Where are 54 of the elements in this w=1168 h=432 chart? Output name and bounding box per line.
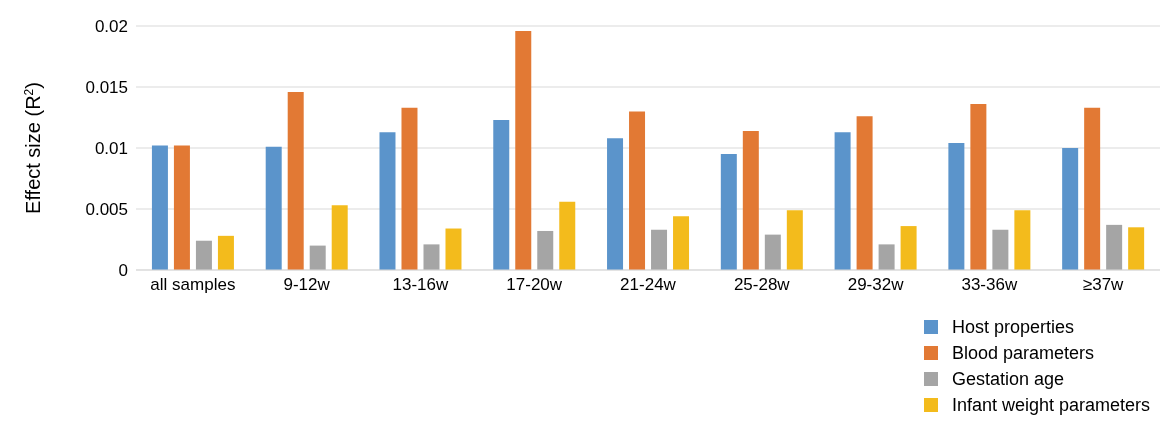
x-tick-label: 21-24w — [620, 275, 677, 295]
bar — [1106, 224, 1123, 270]
legend-label: Infant weight parameters — [951, 394, 1150, 416]
legend-label: Blood parameters — [951, 342, 1094, 364]
y-tick-label: 0.01 — [94, 139, 128, 159]
x-tick-label: 25-28w — [733, 275, 791, 295]
bar — [265, 146, 282, 270]
bar — [493, 119, 510, 270]
bar — [537, 230, 554, 270]
bar — [515, 30, 532, 270]
bar — [900, 226, 917, 270]
bar — [607, 138, 624, 270]
legend-label: Host properties — [951, 316, 1074, 338]
bar — [992, 229, 1009, 270]
bar — [970, 104, 987, 270]
x-tick-label: 9-12w — [283, 275, 331, 295]
bar — [379, 132, 396, 270]
x-tick-label: 29-32w — [847, 275, 905, 295]
bar — [559, 201, 576, 270]
bar — [764, 234, 781, 270]
y-tick-label: 0.005 — [85, 200, 128, 220]
bar — [834, 132, 851, 270]
bar — [1128, 227, 1145, 270]
bar — [720, 154, 737, 270]
bar — [423, 244, 440, 270]
bar — [287, 91, 304, 270]
bar — [331, 205, 348, 270]
x-tick-label: 17-20w — [506, 275, 563, 295]
x-tick-label: all samples — [150, 275, 236, 295]
bar — [742, 130, 759, 270]
bar — [401, 107, 418, 270]
y-tick-label: 0.02 — [94, 17, 128, 37]
y-tick-label: 0.015 — [85, 78, 128, 98]
bar — [651, 229, 668, 270]
x-tick-label: 33-36w — [961, 275, 1018, 295]
bar — [309, 245, 326, 270]
bar — [445, 228, 462, 270]
y-tick-label: 0 — [118, 261, 128, 281]
bar — [1014, 210, 1031, 270]
bar — [673, 216, 690, 270]
bar — [1084, 107, 1101, 270]
bar — [878, 244, 895, 270]
bar — [629, 111, 646, 270]
bar — [173, 145, 190, 270]
bar — [786, 210, 803, 270]
bar — [1062, 148, 1079, 270]
bar — [151, 145, 168, 270]
x-tick-label: 13-16w — [392, 275, 450, 295]
legend-label: Gestation age — [951, 368, 1064, 390]
bar — [217, 235, 234, 270]
bar — [195, 240, 212, 270]
bar — [948, 143, 965, 270]
x-tick-label: ≥37w — [1082, 275, 1125, 295]
bar — [856, 116, 873, 270]
